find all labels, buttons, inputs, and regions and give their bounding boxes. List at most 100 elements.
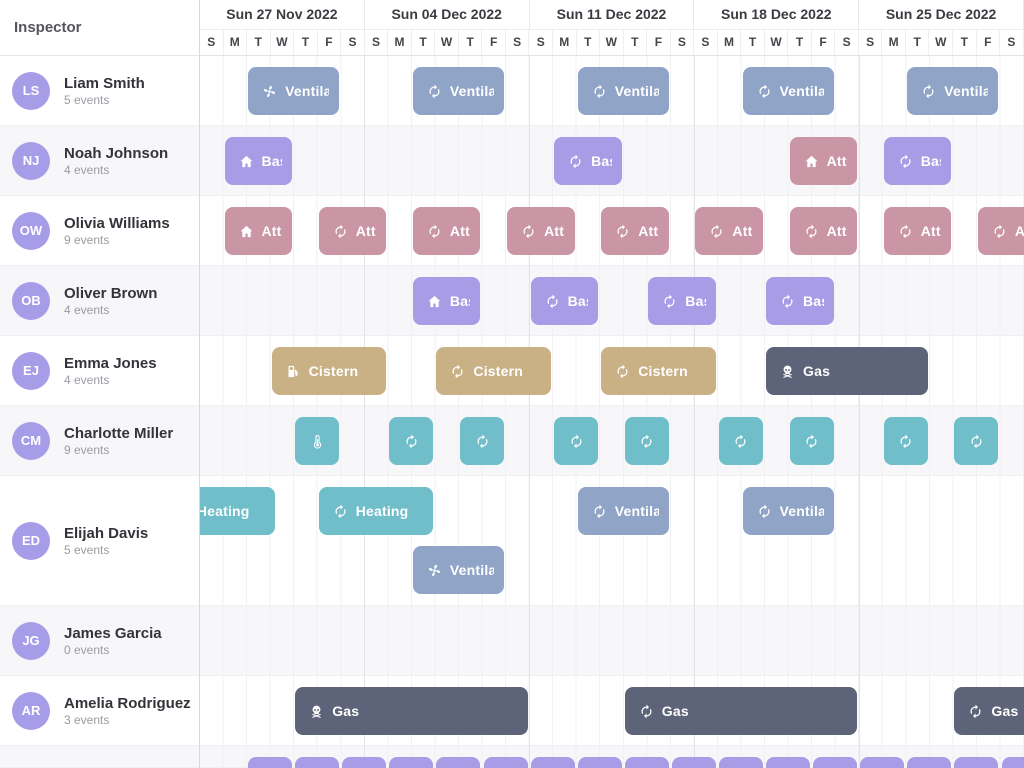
event-attic[interactable]: Attic: [883, 207, 952, 255]
sync-icon: [639, 704, 654, 719]
event-basement[interactable]: [624, 757, 669, 768]
resource-row[interactable]: JG James Garcia 0 events: [0, 606, 199, 676]
event-ventilation[interactable]: Ventilation: [577, 67, 669, 115]
event-heating[interactable]: [718, 417, 763, 465]
resource-row[interactable]: OB Oliver Brown 4 events: [0, 266, 199, 336]
event-basement[interactable]: Basement: [883, 137, 952, 185]
event-basement[interactable]: [248, 757, 293, 768]
event-attic[interactable]: Attic: [695, 207, 763, 255]
event-ventilation[interactable]: Ventilation: [742, 67, 834, 115]
event-attic[interactable]: Attic: [507, 207, 575, 255]
event-gas[interactable]: Gas: [295, 687, 528, 735]
resource-row[interactable]: ED Elijah Davis 5 events: [0, 476, 199, 606]
schedule-lane[interactable]: [200, 746, 1024, 768]
event-heating[interactable]: [883, 417, 928, 465]
event-label: Basement: [591, 153, 612, 169]
resource-event-count: 0 events: [64, 642, 110, 657]
event-heating[interactable]: [389, 417, 434, 465]
event-gas[interactable]: Gas: [766, 347, 928, 395]
event-basement[interactable]: [954, 757, 999, 768]
timeline-header: Sun 27 Nov 2022 Sun 04 Dec 2022 Sun 11 Dec…: [200, 0, 1024, 56]
resource-row[interactable]: EJ Emma Jones 4 events: [0, 336, 199, 406]
event-label: Cistern: [308, 363, 359, 379]
event-ventilation[interactable]: Ventilation: [412, 67, 505, 115]
event-heating[interactable]: [789, 417, 834, 465]
event-basement[interactable]: [1001, 757, 1024, 768]
event-attic[interactable]: Attic: [977, 207, 1024, 255]
event-basement[interactable]: [577, 757, 622, 768]
event-cistern[interactable]: Cistern: [271, 347, 387, 395]
event-ventilation[interactable]: Ventilation: [248, 67, 340, 115]
schedule-lane[interactable]: [200, 606, 1024, 676]
event-label: Basement: [261, 153, 283, 169]
day-header-cell: S: [529, 30, 553, 55]
sync-icon: [968, 704, 983, 719]
event-basement[interactable]: [295, 757, 340, 768]
event-basement[interactable]: [483, 757, 528, 768]
resource-row[interactable]: NJ Noah Johnson 4 events: [0, 126, 199, 196]
event-gas[interactable]: Gas: [954, 687, 1024, 735]
event-heating[interactable]: [954, 417, 999, 465]
event-attic[interactable]: Attic: [224, 207, 293, 255]
fuel-icon: [286, 364, 301, 379]
schedule-lane[interactable]: Cistern Cistern Cistern Gas: [200, 336, 1024, 406]
resource-row[interactable]: [0, 746, 199, 768]
event-basement[interactable]: Basement: [554, 137, 622, 185]
event-basement[interactable]: Basement: [530, 277, 599, 325]
day-header-cell: S: [200, 30, 224, 55]
schedule-lane[interactable]: Attic Attic Attic Attic Attic Attic Attic Attic…: [200, 196, 1024, 266]
schedule-lane[interactable]: [200, 406, 1024, 476]
resource-name: Oliver Brown: [64, 284, 158, 302]
event-ventilation[interactable]: Ventilation: [907, 67, 999, 115]
schedule-lane[interactable]: Basement Basement Basement Basement: [200, 266, 1024, 336]
event-attic[interactable]: Attic: [789, 137, 858, 185]
event-attic[interactable]: Attic: [318, 207, 387, 255]
event-attic[interactable]: Attic: [789, 207, 858, 255]
schedule-lane[interactable]: Basement Basement Attic Basement: [200, 126, 1024, 196]
event-heating[interactable]: [554, 417, 599, 465]
event-cistern[interactable]: Cistern: [601, 347, 716, 395]
event-ventilation[interactable]: Ventilation: [412, 546, 505, 594]
sync-icon: [521, 224, 536, 239]
event-basement[interactable]: [671, 757, 716, 768]
event-basement[interactable]: [907, 757, 952, 768]
resource-row[interactable]: CM Charlotte Miller 9 events: [0, 406, 199, 476]
event-attic[interactable]: Attic: [412, 207, 481, 255]
event-heating[interactable]: [460, 417, 505, 465]
schedule-lane[interactable]: Ventilation Ventilation Ventilation Ventila…: [200, 56, 1024, 126]
sync-icon: [639, 434, 654, 449]
event-basement[interactable]: Basement: [766, 277, 834, 325]
sync-icon: [662, 294, 677, 309]
resource-row[interactable]: AR Amelia Rodriguez 3 events: [0, 676, 199, 746]
event-cistern[interactable]: Cistern: [436, 347, 552, 395]
sync-icon: [898, 154, 913, 169]
event-basement[interactable]: [342, 757, 387, 768]
event-basement[interactable]: [718, 757, 763, 768]
event-basement[interactable]: [436, 757, 481, 768]
event-heating[interactable]: Heating: [318, 487, 434, 535]
event-label: Ventilation: [779, 83, 824, 99]
week-header-cell: Sun 11 Dec 2022: [530, 0, 695, 29]
event-basement[interactable]: Basement: [224, 137, 293, 185]
event-heating[interactable]: [295, 417, 340, 465]
schedule-lane[interactable]: Heating Heating Ventilation Ventilation Vent…: [200, 476, 1024, 606]
event-ventilation[interactable]: Ventilation: [742, 487, 834, 535]
event-basement[interactable]: [389, 757, 434, 768]
event-basement[interactable]: Basement: [412, 277, 481, 325]
event-basement[interactable]: [813, 757, 858, 768]
resource-row[interactable]: OW Olivia Williams 9 events: [0, 196, 199, 266]
event-ventilation[interactable]: Ventilation: [577, 487, 669, 535]
event-heating[interactable]: [624, 417, 669, 465]
event-basement[interactable]: [530, 757, 575, 768]
schedule-lane[interactable]: Gas Gas Gas: [200, 676, 1024, 746]
resource-name: Charlotte Miller: [64, 424, 174, 442]
event-attic[interactable]: Attic: [601, 207, 669, 255]
resource-row[interactable]: LS Liam Smith 5 events: [0, 56, 199, 126]
day-header-cell: T: [412, 30, 436, 55]
event-gas[interactable]: Gas: [624, 687, 858, 735]
resource-event-count: 4 events: [64, 162, 110, 177]
event-basement[interactable]: Basement: [648, 277, 716, 325]
event-basement[interactable]: [860, 757, 905, 768]
event-basement[interactable]: [766, 757, 811, 768]
event-heating[interactable]: Heating: [200, 487, 275, 535]
